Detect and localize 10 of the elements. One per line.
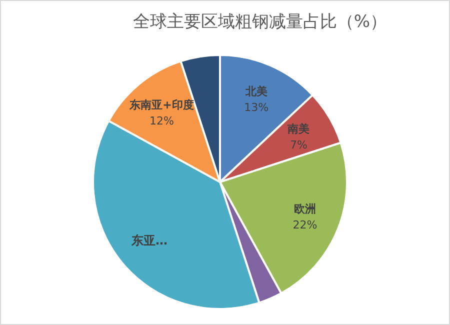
data-label: 12%	[149, 114, 174, 128]
chart-title: 全球主要区域粗钢减量占比（%）	[132, 12, 388, 32]
slice-label: 南美	[286, 122, 310, 136]
data-label: 22%	[292, 218, 318, 232]
slice-label: 东亚…	[130, 233, 168, 248]
slice-label: 欧洲	[294, 202, 316, 216]
data-label: 13%	[244, 101, 269, 114]
slice-label: 北美	[244, 85, 268, 98]
slice-label: 东南亚+印度	[128, 98, 194, 112]
data-label: 7%	[290, 138, 308, 152]
